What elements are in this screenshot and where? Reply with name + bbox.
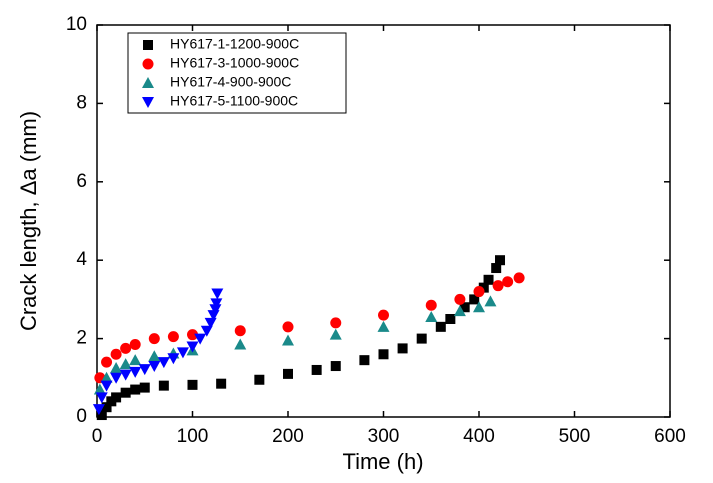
marker xyxy=(234,338,247,350)
marker xyxy=(148,361,161,373)
x-tick-label: 0 xyxy=(92,426,103,447)
marker xyxy=(216,378,227,389)
marker xyxy=(119,369,132,381)
marker xyxy=(378,349,389,360)
marker xyxy=(254,374,265,385)
legend-label: HY617-4-900-900C xyxy=(170,74,291,90)
y-tick-label: 6 xyxy=(76,171,87,192)
x-tick-label: 300 xyxy=(368,426,400,447)
marker xyxy=(211,288,224,300)
legend-label: HY617-3-1000-900C xyxy=(170,55,299,71)
marker xyxy=(378,309,389,321)
marker xyxy=(495,255,506,266)
marker xyxy=(157,357,170,369)
y-tick-label: 8 xyxy=(76,92,87,113)
marker xyxy=(330,361,341,372)
marker xyxy=(454,293,466,305)
marker xyxy=(129,354,142,366)
x-tick-label: 400 xyxy=(463,426,495,447)
marker xyxy=(111,392,122,403)
marker xyxy=(502,276,514,288)
marker xyxy=(101,356,113,368)
marker xyxy=(148,350,161,362)
marker xyxy=(453,305,466,317)
marker xyxy=(459,302,470,313)
marker xyxy=(483,274,494,285)
marker xyxy=(377,320,390,332)
marker xyxy=(187,329,198,341)
marker xyxy=(110,362,123,373)
marker xyxy=(129,366,142,378)
marker xyxy=(129,338,141,350)
marker xyxy=(194,333,207,345)
marker xyxy=(484,295,497,307)
marker xyxy=(100,380,113,392)
marker xyxy=(283,368,293,379)
marker xyxy=(148,333,160,345)
y-tick-label: 10 xyxy=(66,14,87,35)
marker xyxy=(359,355,370,366)
marker xyxy=(95,392,108,404)
x-tick-label: 500 xyxy=(559,426,591,447)
y-axis-label: Crack length, Δa (mm) xyxy=(16,111,41,331)
marker xyxy=(138,364,151,376)
x-tick-label: 200 xyxy=(272,426,304,447)
marker xyxy=(473,286,485,298)
marker xyxy=(92,404,105,416)
marker xyxy=(416,333,427,344)
legend-label: HY617-5-1100-900C xyxy=(170,93,298,109)
marker xyxy=(282,334,294,346)
marker xyxy=(435,321,446,332)
marker xyxy=(478,282,489,293)
y-tick-label: 4 xyxy=(76,249,87,270)
marker xyxy=(167,353,180,365)
marker xyxy=(492,280,504,292)
marker xyxy=(142,58,154,70)
marker xyxy=(200,325,213,337)
marker xyxy=(120,387,131,398)
legend-box xyxy=(127,32,347,114)
marker xyxy=(142,77,154,88)
marker xyxy=(513,272,525,284)
marker xyxy=(425,299,437,311)
marker xyxy=(210,298,223,310)
marker xyxy=(473,301,485,313)
marker xyxy=(282,321,294,333)
x-axis-label: Time (h) xyxy=(342,449,423,474)
marker xyxy=(425,311,438,323)
marker xyxy=(445,314,456,324)
marker xyxy=(311,364,322,375)
y-tick-label: 2 xyxy=(76,328,87,349)
marker xyxy=(139,382,150,393)
marker xyxy=(130,384,141,395)
marker xyxy=(186,341,199,353)
marker xyxy=(397,343,408,354)
marker xyxy=(101,402,112,413)
marker xyxy=(142,97,154,108)
marker xyxy=(143,40,153,50)
marker xyxy=(120,342,132,354)
marker xyxy=(93,383,106,395)
marker xyxy=(209,304,222,316)
marker xyxy=(330,317,342,329)
marker xyxy=(110,372,123,384)
marker xyxy=(176,347,189,359)
x-tick-label: 600 xyxy=(654,426,686,447)
marker xyxy=(469,294,480,305)
marker xyxy=(96,410,107,421)
y-tick-label: 0 xyxy=(76,406,87,427)
legend-label: HY617-1-1200-900C xyxy=(170,36,299,52)
marker xyxy=(329,328,342,340)
x-tick-label: 100 xyxy=(177,426,209,447)
marker xyxy=(158,380,169,391)
marker xyxy=(167,331,179,343)
marker xyxy=(100,371,113,383)
marker xyxy=(119,358,132,370)
marker xyxy=(187,379,198,390)
marker xyxy=(234,325,246,337)
marker xyxy=(491,263,502,274)
marker xyxy=(110,348,122,360)
